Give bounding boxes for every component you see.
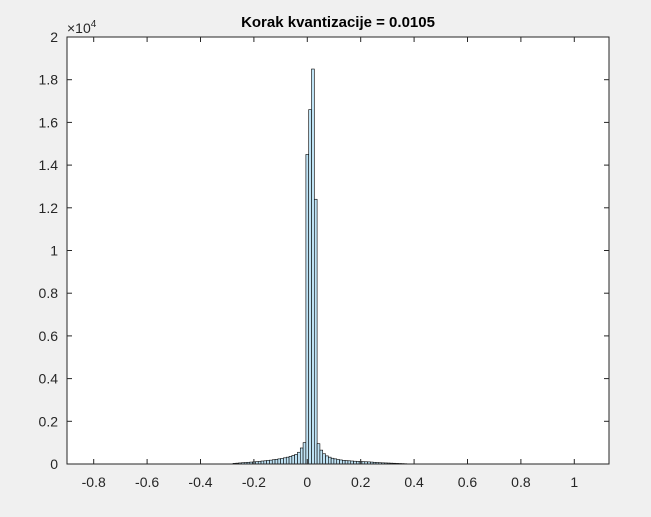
y-tick-label: 0.4 [39, 371, 59, 387]
histogram-bar [325, 455, 329, 465]
histogram-bar [328, 456, 332, 465]
axes-background [67, 37, 609, 464]
x-tick-label: -0.4 [188, 474, 212, 490]
y-tick-label: 1.2 [39, 200, 59, 216]
histogram-bar [266, 460, 270, 465]
histogram-bar [280, 458, 284, 465]
x-tick-label: 0 [303, 474, 311, 490]
y-tick-label: 0.2 [39, 413, 59, 429]
histogram-bar [302, 442, 307, 465]
histogram-bar [344, 460, 349, 465]
y-exponent-power: 4 [91, 19, 97, 30]
chart-title: Korak kvantizacije = 0.0105 [241, 14, 435, 31]
x-tick-label: 0.2 [351, 474, 371, 490]
y-tick-label: 0.8 [39, 285, 59, 301]
x-tick-label: -0.6 [135, 474, 159, 490]
y-tick-label: 1.8 [39, 72, 59, 88]
x-tick-label: 0.4 [404, 474, 424, 490]
x-tick-label: -0.2 [242, 474, 266, 490]
x-axis-ticks: -0.8 -0.6 -0.4 -0.2 0 0.2 0.4 0.6 0.8 1 [82, 37, 578, 490]
histogram-bar [285, 456, 290, 465]
y-tick-label: 0.6 [39, 328, 59, 344]
histogram-bar [294, 454, 298, 465]
histogram-bar [288, 456, 293, 465]
x-tick-label: -0.8 [82, 474, 106, 490]
histogram-bar [308, 109, 312, 465]
histogram-bar [283, 457, 287, 465]
histogram-bar [330, 457, 335, 465]
histogram-bar [316, 443, 321, 465]
axes-box [66, 36, 610, 465]
histogram-bar [311, 68, 315, 465]
histogram-bar [291, 455, 295, 465]
x-tick-label: 1 [570, 474, 578, 490]
x-tick-label: 0.8 [511, 474, 531, 490]
x-tick-label: 0.6 [458, 474, 478, 490]
histogram-bar [314, 198, 318, 465]
histogram-bar [274, 459, 279, 465]
histogram-bar [319, 449, 324, 465]
histogram-bar [339, 459, 343, 465]
histogram-bar [269, 459, 273, 465]
y-exponent-base: ×10 [67, 20, 91, 36]
y-tick-label: 2 [50, 29, 58, 45]
y-tick-label: 0 [50, 456, 58, 472]
histogram-bar [342, 460, 346, 465]
y-tick-label: 1 [50, 243, 58, 259]
histogram-bar [271, 459, 276, 465]
histogram-bar [336, 459, 340, 465]
y-tick-label: 1.6 [39, 114, 59, 130]
y-tick-label: 1.4 [39, 157, 59, 173]
histogram-bar [322, 453, 326, 465]
histogram-bar [333, 458, 338, 465]
histogram-bar [277, 458, 281, 465]
histogram-bar [297, 451, 301, 465]
histogram-bar [305, 154, 309, 465]
y-exponent-label: ×104 [67, 19, 97, 36]
histogram-bar [299, 447, 304, 465]
